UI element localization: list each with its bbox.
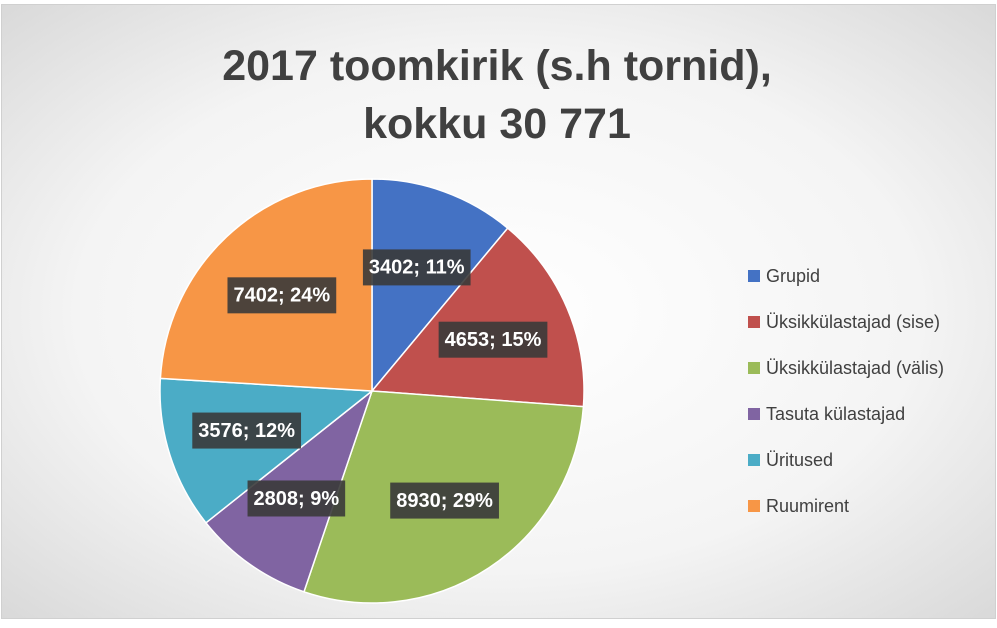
chart: 2017 toomkirik (s.h tornid), kokku 30 77… <box>1 4 996 619</box>
legend-label: Üritused <box>766 450 833 470</box>
data-label-box <box>192 412 302 449</box>
legend-swatch <box>748 500 760 512</box>
data-label: 8930; 29% <box>396 490 493 512</box>
pie-slice <box>370 227 585 408</box>
legend-swatch <box>748 408 760 420</box>
legend-label: Tasuta külastajad <box>766 404 905 424</box>
legend-label: Grupid <box>766 266 820 286</box>
data-label-box <box>247 480 346 517</box>
data-label-box <box>227 277 337 314</box>
legend-label: Üksikkülastajad (sise) <box>766 312 940 332</box>
legend-swatch <box>748 454 760 466</box>
legend-label: Ruumirent <box>766 496 849 516</box>
legend-label: Üksikkülastajad (välis) <box>766 358 944 378</box>
chart-title: 2017 toomkirik (s.h tornid), kokku 30 77… <box>222 42 772 148</box>
data-label-box <box>438 321 548 358</box>
data-label-box <box>362 249 471 286</box>
data-label: 7402; 24% <box>233 285 330 307</box>
legend-swatch <box>748 270 760 282</box>
plot: 3402; 11% 4653; 15% 8930; 29% 2808; 9% 3576;… <box>159 178 944 604</box>
data-label: 3402; 11% <box>369 257 465 279</box>
legend-swatch <box>748 316 760 328</box>
data-label-box <box>390 482 499 519</box>
data-label: 3576; 12% <box>198 420 295 442</box>
legend-swatch <box>748 362 760 374</box>
data-label: 2808; 9% <box>254 488 340 510</box>
data-label: 4653; 15% <box>445 329 542 351</box>
